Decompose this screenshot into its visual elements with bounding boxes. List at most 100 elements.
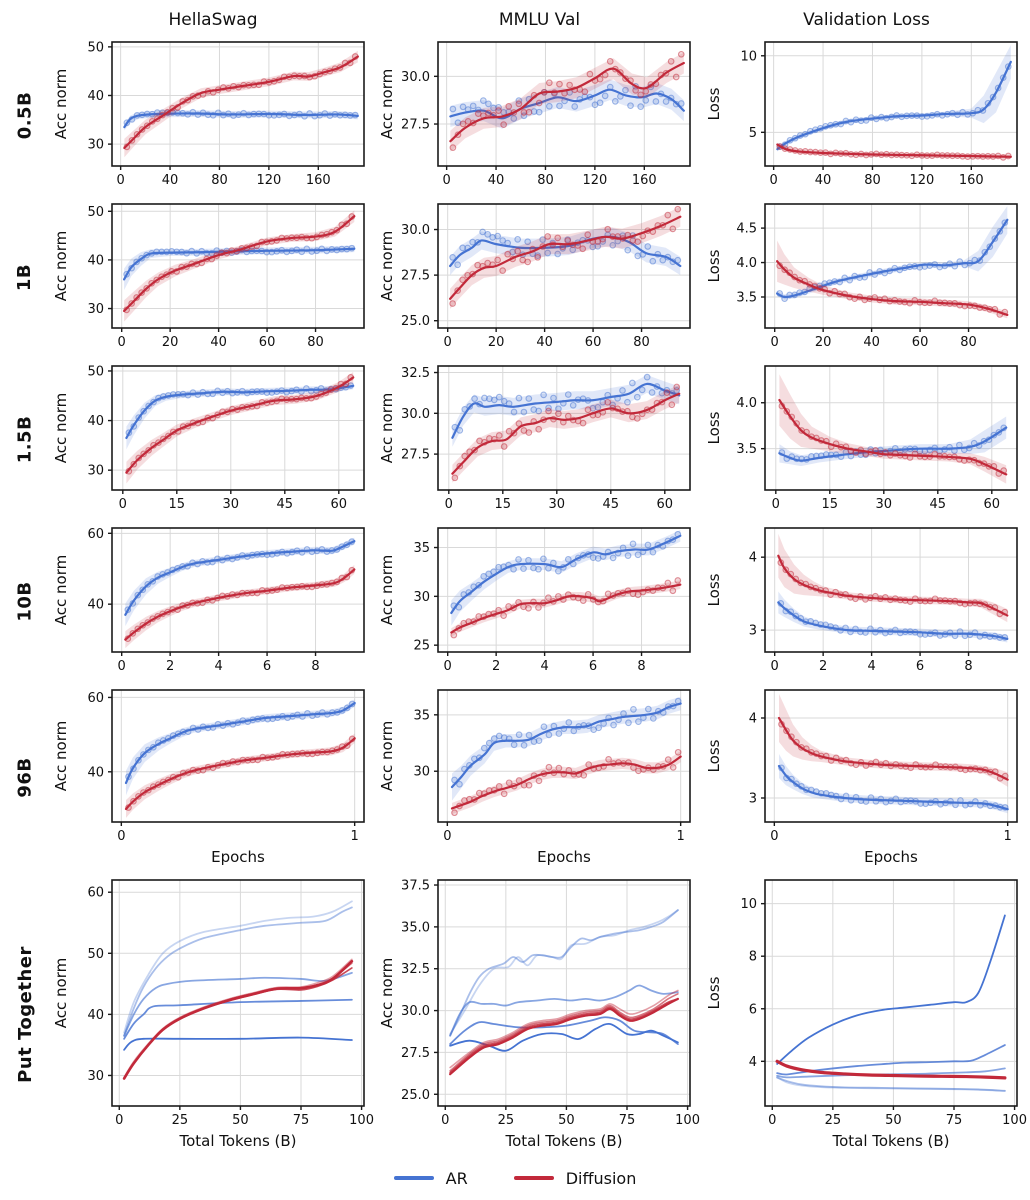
svg-text:4: 4	[749, 551, 757, 566]
svg-text:3: 3	[749, 792, 757, 807]
svg-text:30: 30	[413, 590, 430, 605]
subplot-96b-validation-loss: 0 1 3 4 Loss Epochs	[703, 682, 1030, 872]
svg-text:40: 40	[162, 173, 179, 188]
svg-text:0: 0	[443, 829, 451, 844]
svg-text:40: 40	[87, 253, 104, 268]
svg-text:0: 0	[118, 335, 126, 350]
svg-text:Acc norm: Acc norm	[52, 231, 70, 301]
row-label-put-together: Put Together	[14, 945, 36, 1083]
subplot-1-5b-mmlu-val: 0 15 30 45 60 27.5 30.0 32.5 Acc norm	[376, 358, 703, 520]
svg-text:160: 160	[306, 173, 331, 188]
legend: AR Diffusion	[0, 1156, 1030, 1200]
legend-item-ar: AR	[393, 1169, 468, 1188]
svg-text:50: 50	[87, 947, 104, 962]
svg-text:60: 60	[87, 691, 104, 706]
svg-text:10: 10	[740, 897, 757, 912]
svg-text:8: 8	[749, 950, 757, 965]
subplot-1b-hellaswag: 0 20 40 60 80 30 40 50 Acc norm	[50, 196, 376, 358]
subplot-1b-mmlu-val: 0 20 40 60 80 25.0 27.5 30.0 Acc norm	[376, 196, 703, 358]
svg-text:0: 0	[770, 173, 778, 188]
svg-text:3: 3	[749, 624, 757, 639]
svg-text:Loss: Loss	[705, 249, 723, 282]
svg-text:25.0: 25.0	[401, 314, 430, 329]
svg-text:0: 0	[771, 659, 779, 674]
svg-text:3.5: 3.5	[736, 291, 757, 306]
svg-text:80: 80	[864, 173, 881, 188]
svg-text:40: 40	[488, 173, 505, 188]
svg-text:50: 50	[87, 364, 104, 379]
svg-text:60: 60	[912, 335, 929, 350]
column-title-validation-loss: Validation Loss	[803, 10, 930, 30]
svg-text:2: 2	[819, 659, 827, 674]
svg-text:80: 80	[537, 173, 554, 188]
svg-text:2: 2	[492, 659, 500, 674]
svg-text:3.5: 3.5	[736, 442, 757, 457]
svg-text:50: 50	[232, 1113, 249, 1128]
column-title-hellaswag: HellaSwag	[168, 10, 258, 30]
svg-text:4: 4	[749, 1055, 757, 1070]
svg-text:Loss: Loss	[705, 739, 723, 772]
svg-text:50: 50	[87, 205, 104, 220]
svg-text:25: 25	[413, 639, 430, 654]
svg-text:40: 40	[815, 173, 832, 188]
svg-text:Acc norm: Acc norm	[378, 231, 396, 301]
svg-text:Epochs: Epochs	[537, 848, 591, 866]
svg-text:45: 45	[930, 497, 947, 512]
svg-text:40: 40	[87, 414, 104, 429]
svg-text:30.0: 30.0	[401, 223, 430, 238]
svg-text:25: 25	[498, 1113, 515, 1128]
svg-text:Epochs: Epochs	[864, 848, 918, 866]
svg-text:Acc norm: Acc norm	[52, 958, 70, 1028]
svg-text:0: 0	[771, 335, 779, 350]
svg-text:35.0: 35.0	[401, 920, 430, 935]
svg-text:80: 80	[633, 335, 650, 350]
subplot-put-together-hellaswag: 0 25 50 75 100 30 40 50 60 Acc norm Total Tokens (…	[50, 872, 376, 1156]
svg-text:60: 60	[984, 497, 1001, 512]
svg-text:6: 6	[916, 659, 924, 674]
svg-text:25.0: 25.0	[401, 1088, 430, 1103]
svg-text:5: 5	[749, 126, 757, 141]
svg-text:4.0: 4.0	[736, 396, 757, 411]
svg-text:60: 60	[331, 497, 348, 512]
svg-text:1: 1	[351, 829, 359, 844]
svg-text:80: 80	[960, 335, 977, 350]
svg-text:0: 0	[444, 335, 452, 350]
svg-text:60: 60	[259, 335, 276, 350]
svg-text:20: 20	[815, 335, 832, 350]
svg-text:40: 40	[863, 335, 880, 350]
svg-text:20: 20	[162, 335, 179, 350]
svg-text:4: 4	[867, 659, 875, 674]
row-label-1b: 1B	[14, 263, 36, 291]
svg-text:32.5: 32.5	[401, 962, 430, 977]
svg-text:30: 30	[87, 464, 104, 479]
svg-text:Acc norm: Acc norm	[378, 721, 396, 791]
svg-text:Acc norm: Acc norm	[52, 555, 70, 625]
svg-text:Acc norm: Acc norm	[52, 69, 70, 139]
svg-text:60: 60	[657, 497, 674, 512]
row-label-0-5b: 0.5B	[14, 91, 36, 139]
svg-text:30: 30	[87, 138, 104, 153]
svg-text:Epochs: Epochs	[211, 848, 265, 866]
svg-text:40: 40	[87, 765, 104, 780]
svg-text:80: 80	[211, 173, 228, 188]
svg-text:Acc norm: Acc norm	[52, 393, 70, 463]
svg-text:4: 4	[214, 659, 222, 674]
svg-text:50: 50	[558, 1113, 575, 1128]
svg-text:60: 60	[87, 886, 104, 901]
svg-text:40: 40	[536, 335, 553, 350]
svg-text:Loss: Loss	[705, 411, 723, 444]
svg-text:0: 0	[770, 829, 778, 844]
svg-text:0: 0	[768, 1113, 776, 1128]
svg-text:8: 8	[637, 659, 645, 674]
subplot-96b-mmlu-val: 0 1 30 35 Acc norm Epochs	[376, 682, 703, 872]
svg-text:0: 0	[441, 1113, 449, 1128]
svg-text:45: 45	[277, 497, 294, 512]
svg-text:Total Tokens (B): Total Tokens (B)	[178, 1132, 296, 1150]
svg-text:160: 160	[632, 173, 657, 188]
svg-text:Total Tokens (B): Total Tokens (B)	[831, 1132, 949, 1150]
svg-text:15: 15	[822, 497, 839, 512]
svg-text:20: 20	[488, 335, 505, 350]
svg-text:8: 8	[964, 659, 972, 674]
svg-text:Acc norm: Acc norm	[52, 721, 70, 791]
svg-text:27.5: 27.5	[401, 448, 430, 463]
